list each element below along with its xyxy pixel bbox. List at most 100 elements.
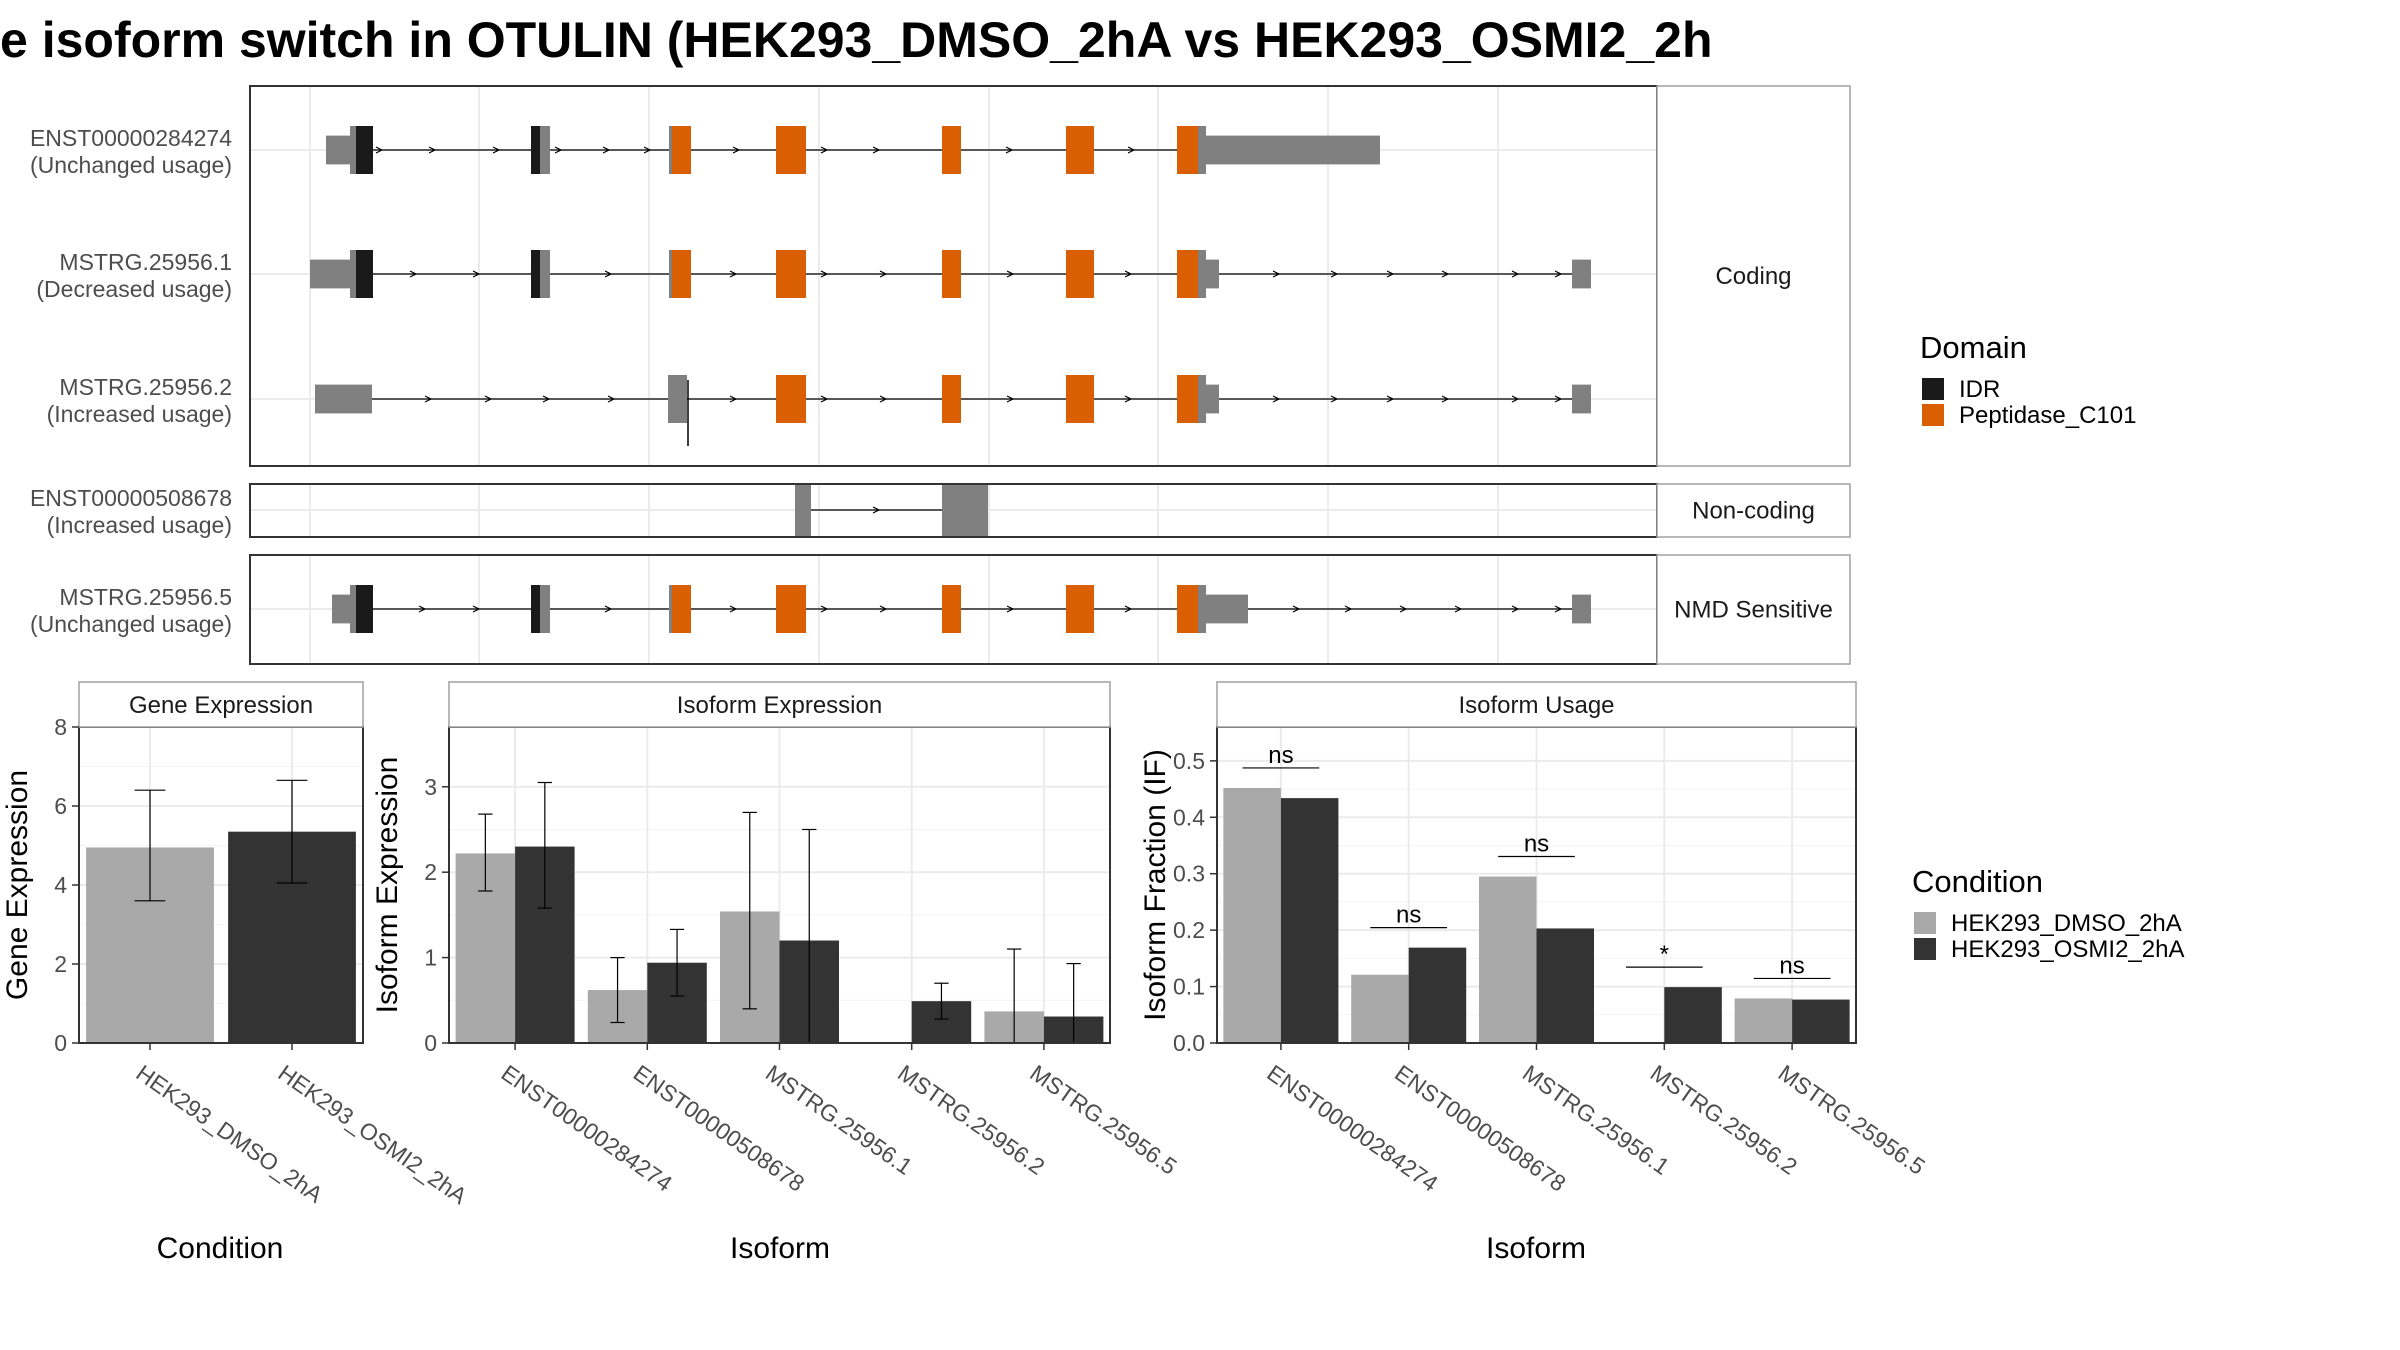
domain-legend-label: Peptidase_C101 bbox=[1959, 402, 2136, 429]
intron-direction-arrow bbox=[554, 146, 563, 154]
intron-direction-arrow bbox=[820, 395, 829, 403]
intron-direction-arrow bbox=[820, 146, 829, 154]
idr-domain-exon bbox=[531, 126, 540, 174]
intron-direction-arrow bbox=[643, 146, 652, 154]
y-tick-label: 1 bbox=[424, 945, 437, 971]
intron-direction-arrow bbox=[1454, 605, 1463, 613]
intron-direction-arrow bbox=[1124, 395, 1133, 403]
intron-direction-arrow bbox=[1386, 395, 1395, 403]
condition-legend-label: HEK293_OSMI2_2hA bbox=[1951, 936, 2184, 963]
isoform-id-label: ENST00000284274 bbox=[30, 125, 232, 151]
peptidase-domain-exon bbox=[1177, 375, 1198, 423]
bar bbox=[1351, 974, 1409, 1043]
domain-legend-swatch bbox=[1922, 378, 1944, 400]
intron-direction-arrow bbox=[1006, 270, 1015, 278]
non-domain-exon bbox=[942, 484, 988, 536]
non-domain-exon bbox=[350, 585, 356, 633]
category-strip-label: NMD Sensitive bbox=[1674, 597, 1833, 624]
intron-direction-arrow bbox=[732, 146, 741, 154]
isoform-id-label: MSTRG.25956.5 bbox=[59, 584, 232, 610]
intron-direction-arrow bbox=[1344, 605, 1353, 613]
peptidase-domain-exon bbox=[1177, 585, 1198, 633]
intron-direction-arrow bbox=[1554, 395, 1563, 403]
panel-title-strip bbox=[1216, 681, 1857, 728]
x-axis-title: Condition bbox=[157, 1232, 284, 1265]
bar bbox=[1664, 987, 1722, 1043]
intron-direction-arrow bbox=[1330, 395, 1339, 403]
intron-direction-arrow bbox=[1511, 395, 1520, 403]
idr-domain-exon bbox=[356, 585, 373, 633]
non-domain-exon bbox=[1198, 250, 1206, 298]
x-axis-title: Isoform bbox=[730, 1232, 830, 1265]
peptidase-domain-exon bbox=[672, 126, 691, 174]
intron-direction-arrow bbox=[879, 395, 888, 403]
intron-direction-arrow bbox=[542, 395, 551, 403]
intron-direction-arrow bbox=[604, 270, 613, 278]
isoform-usage-label: (Decreased usage) bbox=[36, 276, 232, 302]
y-tick-label: 8 bbox=[54, 714, 67, 740]
isoform-id-label: MSTRG.25956.2 bbox=[59, 374, 232, 400]
bar bbox=[1734, 998, 1793, 1043]
peptidase-domain-exon bbox=[672, 250, 691, 298]
peptidase-domain-exon bbox=[1177, 250, 1198, 298]
intron-direction-arrow bbox=[375, 146, 384, 154]
panel-title: Isoform Usage bbox=[1458, 692, 1614, 719]
idr-domain-exon bbox=[531, 250, 540, 298]
peptidase-domain-exon bbox=[1066, 585, 1094, 633]
x-axis-title: Isoform bbox=[1486, 1232, 1586, 1265]
utr-exon bbox=[332, 594, 350, 624]
intron-direction-arrow bbox=[428, 146, 437, 154]
intron-direction-arrow bbox=[418, 605, 427, 613]
domain-legend-title: Domain bbox=[1920, 330, 2027, 365]
domain-legend-label: IDR bbox=[1959, 376, 2000, 403]
y-tick-label: 3 bbox=[424, 774, 437, 800]
panel-title: Isoform Expression bbox=[677, 692, 882, 719]
utr-exon bbox=[1572, 594, 1591, 624]
utr-exon bbox=[315, 384, 372, 414]
intron-direction-arrow bbox=[729, 605, 738, 613]
intron-direction-arrow bbox=[1006, 605, 1015, 613]
panel-title: Gene Expression bbox=[129, 692, 313, 719]
idr-domain-exon bbox=[356, 126, 373, 174]
peptidase-domain-exon bbox=[1177, 126, 1198, 174]
intron-direction-arrow bbox=[872, 146, 881, 154]
intron-direction-arrow bbox=[1554, 270, 1563, 278]
y-tick-label: 0.1 bbox=[1173, 974, 1205, 1000]
intron-direction-arrow bbox=[1554, 605, 1563, 613]
intron-direction-arrow bbox=[1511, 605, 1520, 613]
isoform-usage-label: (Increased usage) bbox=[47, 401, 232, 427]
idr-domain-exon bbox=[356, 250, 373, 298]
intron-direction-arrow bbox=[1124, 270, 1133, 278]
intron-direction-arrow bbox=[879, 605, 888, 613]
non-domain-exon bbox=[1198, 126, 1206, 174]
isoform-structure-panels: ENST00000284274(Unchanged usage)MSTRG.25… bbox=[30, 85, 1851, 665]
bar bbox=[1408, 947, 1467, 1043]
peptidase-domain-exon bbox=[1066, 250, 1094, 298]
y-tick-label: 2 bbox=[54, 951, 67, 977]
significance-label: ns bbox=[1524, 831, 1549, 858]
intron-direction-arrow bbox=[1292, 605, 1301, 613]
y-tick-label: 0.4 bbox=[1173, 804, 1205, 830]
isoform-usage-label: (Increased usage) bbox=[47, 512, 232, 538]
intron-direction-arrow bbox=[820, 605, 829, 613]
intron-direction-arrow bbox=[872, 506, 881, 514]
isoform-row: ENST00000508678(Increased usage) bbox=[30, 484, 988, 538]
intron-direction-arrow bbox=[1005, 146, 1014, 154]
structure-panel: MSTRG.25956.5(Unchanged usage) NMD Sensit… bbox=[30, 554, 1851, 665]
intron-direction-arrow bbox=[1441, 395, 1450, 403]
y-tick-label: 0.2 bbox=[1173, 917, 1205, 943]
intron-direction-arrow bbox=[472, 605, 481, 613]
condition-legend-swatch bbox=[1914, 912, 1936, 934]
bar bbox=[1478, 876, 1537, 1043]
intron-direction-arrow bbox=[1127, 146, 1136, 154]
non-domain-exon bbox=[1198, 585, 1206, 633]
non-domain-exon bbox=[350, 126, 356, 174]
condition-legend-swatch bbox=[1914, 938, 1936, 960]
panel-title-strip bbox=[78, 681, 364, 728]
intron-direction-arrow bbox=[472, 270, 481, 278]
non-domain-exon bbox=[350, 250, 356, 298]
bar bbox=[1280, 798, 1339, 1043]
intron-direction-arrow bbox=[1441, 270, 1450, 278]
y-axis-title: Isoform Expression bbox=[371, 757, 404, 1014]
